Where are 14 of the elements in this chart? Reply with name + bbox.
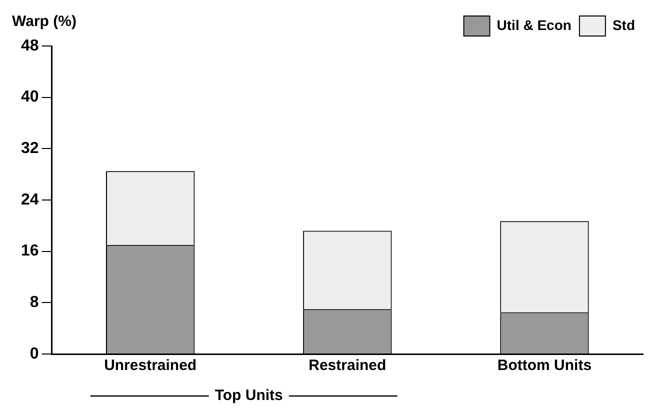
y-tick-label: 16 [21, 242, 39, 260]
y-tick-label: 48 [21, 37, 39, 54]
y-tick-label: 8 [30, 294, 39, 312]
legend-label: Std [612, 16, 636, 33]
y-tick-label: 32 [21, 140, 39, 158]
y-axis-title: Warp (%) [12, 13, 76, 30]
x-tick-label: Bottom Units [497, 357, 592, 374]
legend-label: Util & Econ [496, 16, 572, 33]
x-tick-label: Unrestrained [104, 357, 197, 374]
y-tick-label: 0 [30, 345, 39, 362]
y-tick-label: 24 [21, 191, 39, 208]
x-tick-label: Restrained [308, 357, 386, 374]
y-tick-label: 40 [21, 88, 39, 106]
text: Top Units [214, 387, 283, 404]
